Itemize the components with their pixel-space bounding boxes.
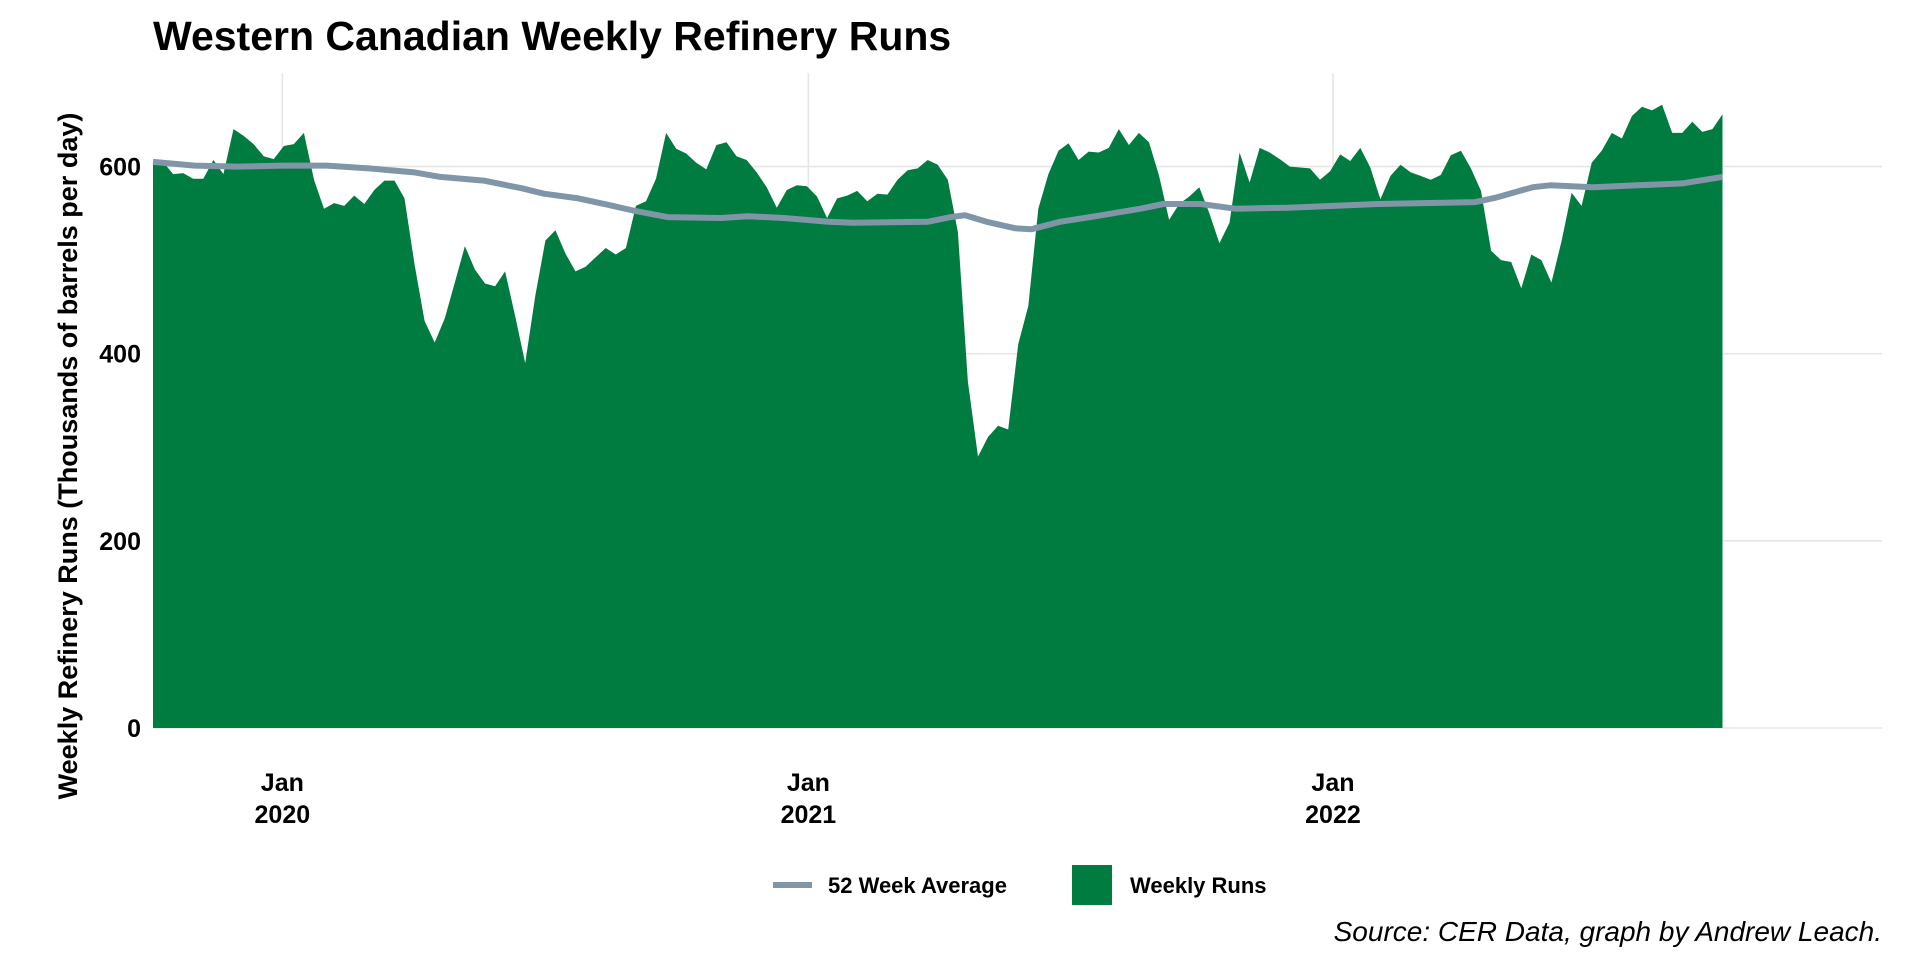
x-tick-year-2021: 2021 — [781, 801, 837, 829]
legend-weekly-runs-label: Weekly Runs — [1130, 873, 1267, 898]
x-tick-year-2020: 2020 — [255, 801, 311, 829]
legend: 52 Week Average Weekly Runs — [773, 865, 1267, 905]
y-tick-label-200: 200 — [99, 528, 141, 556]
y-tick-label-600: 600 — [99, 154, 141, 182]
chart-title: Western Canadian Weekly Refinery Runs — [153, 13, 951, 59]
y-tick-label-0: 0 — [127, 715, 141, 743]
average-line — [152, 158, 1723, 233]
y-tick-label-400: 400 — [99, 341, 141, 369]
legend-weekly-runs-swatch — [1072, 865, 1112, 905]
weekly-runs-area — [153, 104, 1723, 729]
y-axis-title: Weekly Refinery Runs (Thousands of barre… — [53, 113, 83, 800]
average-line-layer — [152, 158, 1723, 233]
x-tick-month-2021: Jan — [787, 769, 830, 797]
source-caption: Source: CER Data, graph by Andrew Leach. — [1334, 916, 1882, 947]
weekly-runs-area-layer — [153, 104, 1723, 729]
y-axis-ticks: 0 200 400 600 — [99, 154, 141, 743]
x-tick-month-2020: Jan — [261, 769, 304, 797]
x-tick-month-2022: Jan — [1311, 769, 1354, 797]
x-axis-ticks: Jan 2020 Jan 2021 Jan 2022 — [255, 769, 1361, 829]
x-tick-year-2022: 2022 — [1305, 801, 1361, 829]
legend-average-label: 52 Week Average — [828, 873, 1007, 898]
